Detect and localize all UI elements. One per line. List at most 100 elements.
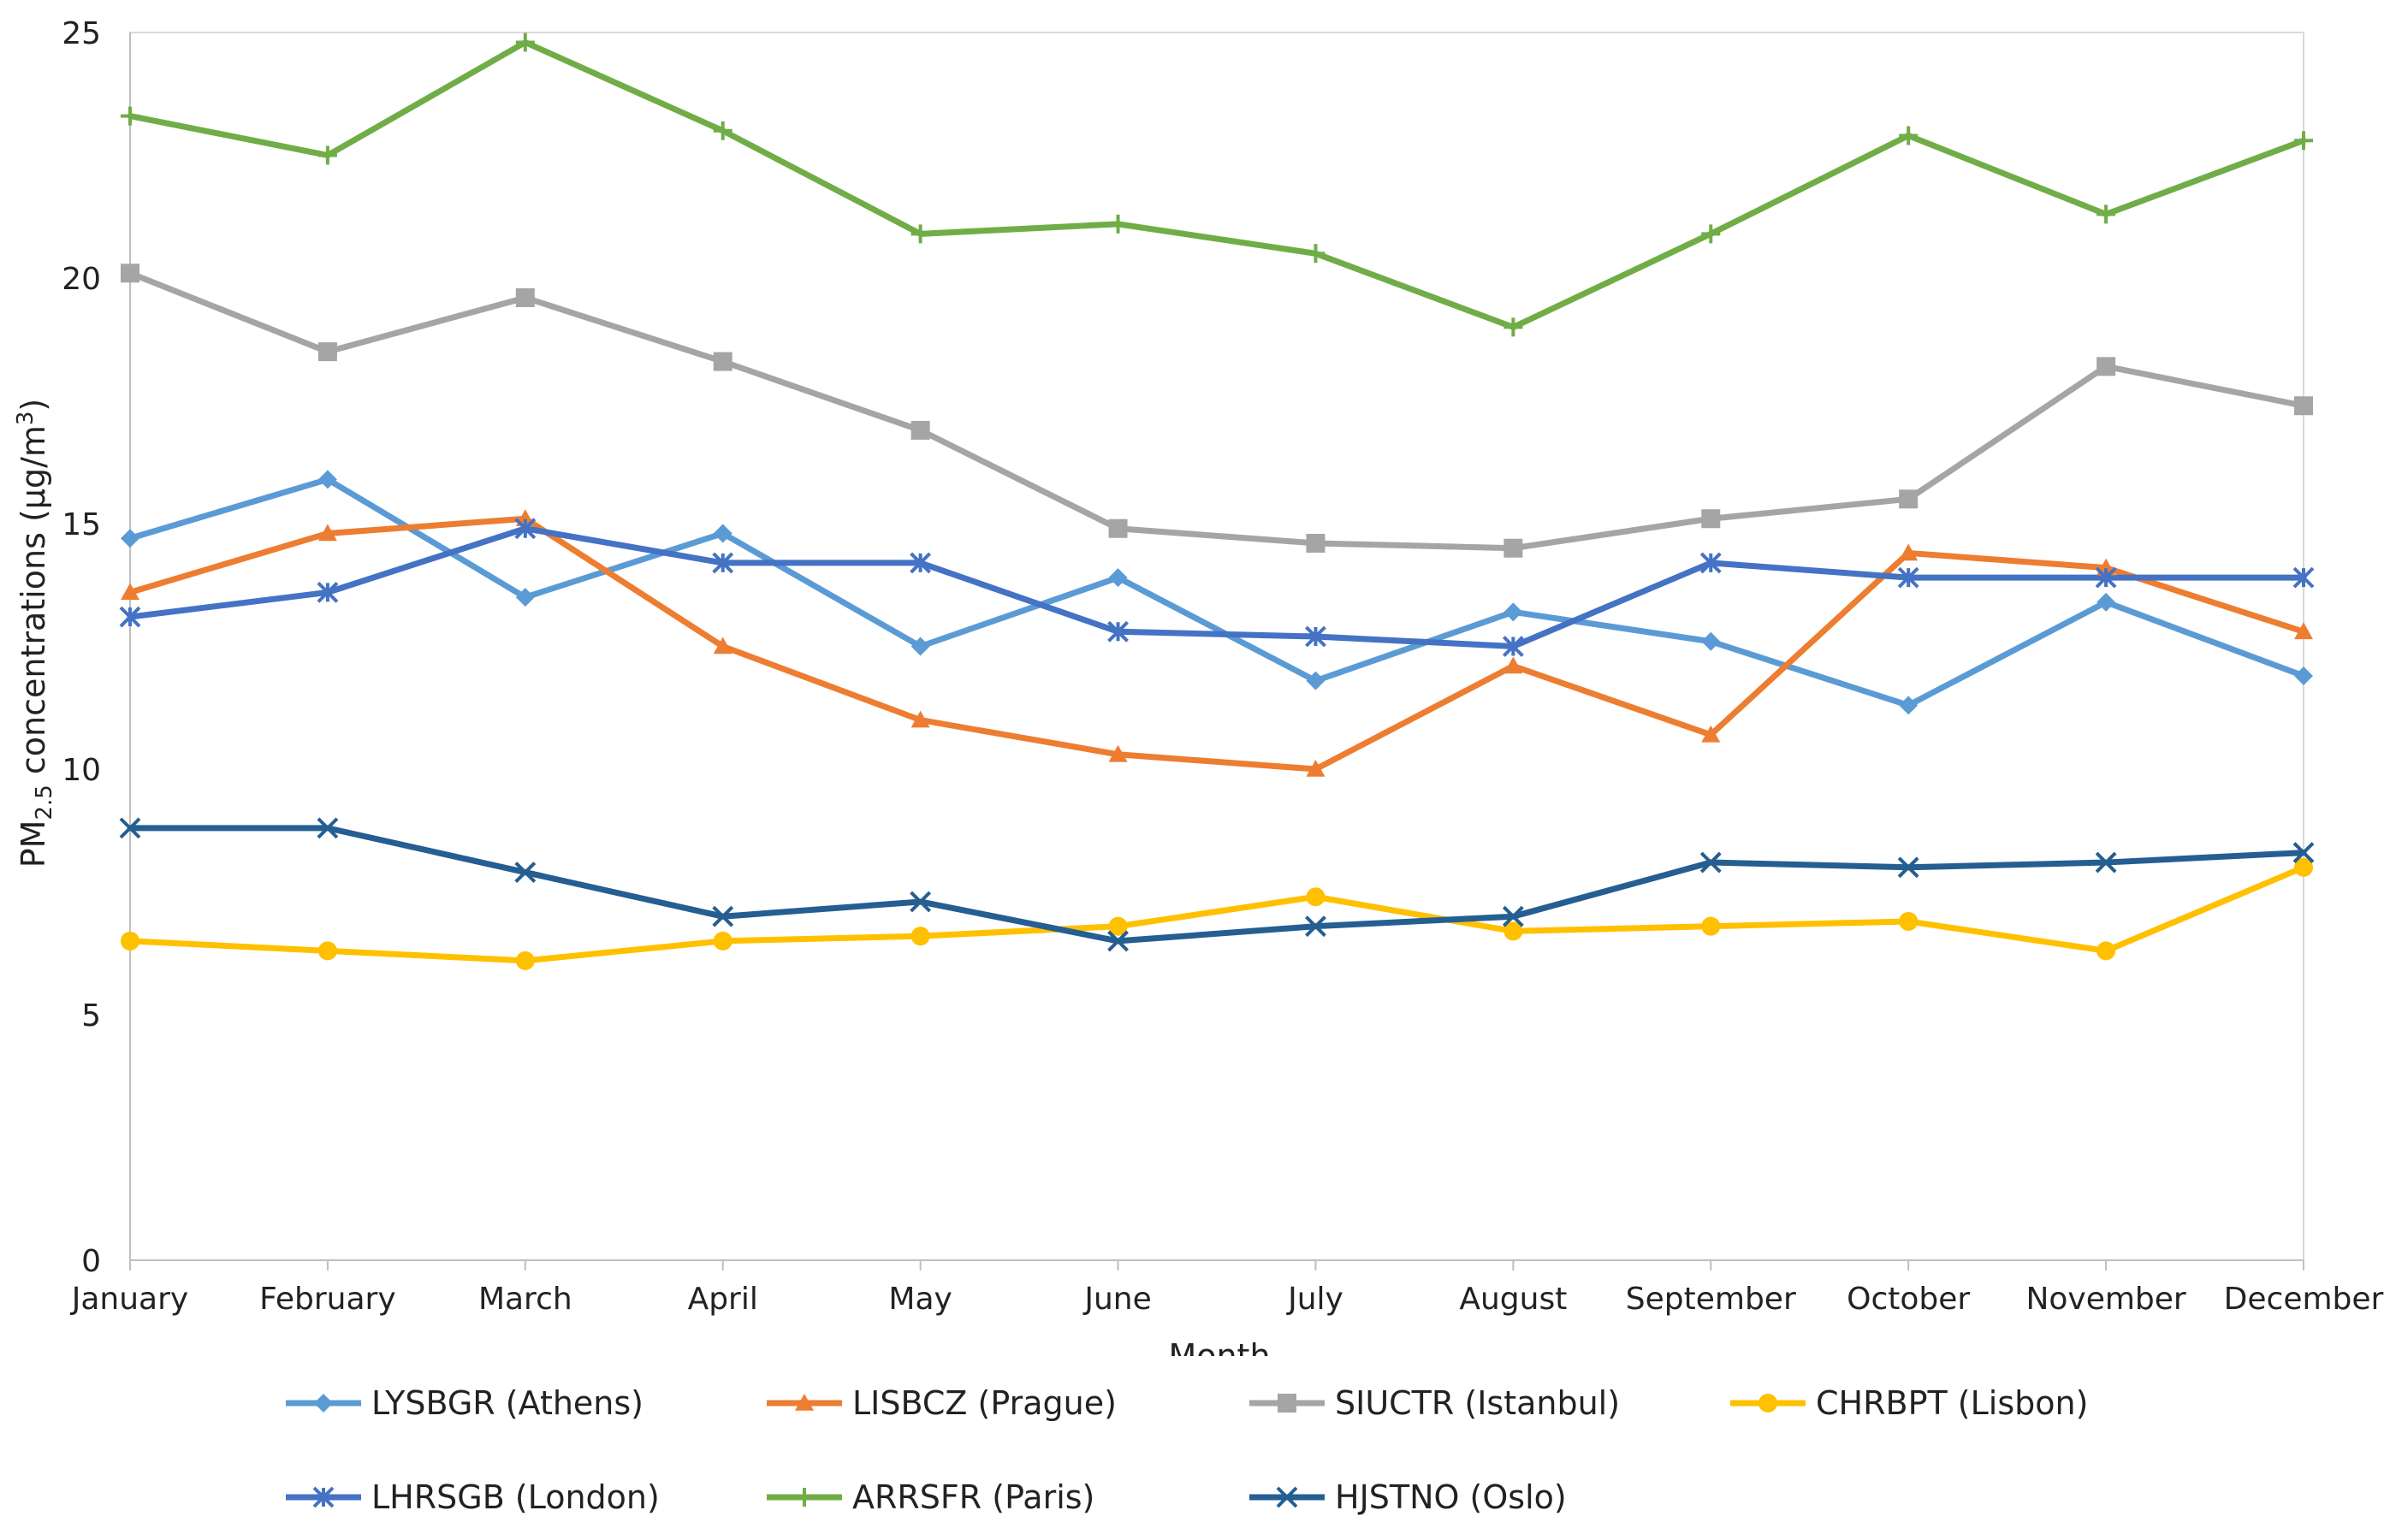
series-line-lhrsgb: [127, 525, 2307, 649]
data-point-hjstno: [1897, 856, 1919, 879]
legend-item-siuctr: SIUCTR (Istanbul): [1246, 1373, 1620, 1433]
x-tick-label: June: [1082, 1282, 1151, 1317]
legend-swatch-marker: [1276, 1486, 1298, 1508]
data-point-lisbcz: [713, 637, 732, 654]
series-line-chrbpt: [127, 864, 2307, 964]
data-point-lhrsgb: [2292, 566, 2315, 589]
x-tick-label: August: [1459, 1282, 1567, 1317]
y-axis-title-close: ): [15, 399, 52, 412]
data-point-lhrsgb: [1699, 552, 1722, 574]
data-point-lisbcz: [317, 524, 337, 542]
data-point-hjstno: [2292, 842, 2315, 863]
data-point-lisbcz: [1108, 744, 1128, 762]
y-tick-label: 5: [81, 998, 101, 1034]
x-tick-label: November: [2025, 1282, 2185, 1317]
legend-swatch-lhrsgb: [286, 1486, 361, 1508]
data-point-siuctr: [1503, 538, 1523, 558]
data-point-lisbcz: [121, 583, 139, 601]
legend-swatch-lysbgr: [286, 1394, 361, 1413]
data-point-lysbgr: [1108, 568, 1128, 588]
data-point-arrsfr: [910, 224, 930, 244]
series-markers: [119, 33, 2315, 970]
data-point-hjstno: [910, 891, 932, 913]
legend-swatch-marker: [312, 1486, 335, 1508]
data-point-arrsfr: [121, 106, 139, 126]
series-line-lisbcz: [127, 515, 2307, 773]
data-point-lhrsgb: [2095, 566, 2117, 589]
legend-swatch-marker: [1758, 1394, 1777, 1413]
series-lines: [127, 38, 2307, 964]
data-point-arrsfr: [515, 33, 535, 52]
data-point-lysbgr: [1306, 671, 1326, 690]
data-point-chrbpt: [1899, 911, 1919, 931]
legend-label: SIUCTR (Istanbul): [1335, 1384, 1621, 1422]
data-point-hjstno: [1699, 851, 1722, 874]
legend-swatch-chrbpt: [1730, 1394, 1806, 1413]
data-point-lhrsgb: [514, 518, 537, 540]
data-point-lhrsgb: [910, 552, 932, 574]
data-point-lisbcz: [2294, 622, 2313, 640]
y-axis-title-sup: 3: [13, 412, 39, 426]
legend-swatch-siuctr: [1249, 1394, 1325, 1413]
x-tick-label: March: [478, 1282, 572, 1317]
y-tick-label: 15: [62, 507, 101, 542]
data-point-lysbgr: [121, 529, 139, 548]
data-point-lysbgr: [1503, 602, 1523, 622]
legend-swatch-marker: [314, 1394, 333, 1413]
y-axis-title-pm: PM: [15, 820, 52, 868]
data-point-hjstno: [514, 862, 537, 883]
data-point-chrbpt: [2096, 941, 2116, 961]
data-point-lisbcz: [1701, 725, 1721, 743]
data-point-siuctr: [2096, 357, 2116, 376]
data-point-hjstno: [712, 905, 734, 927]
data-point-arrsfr: [317, 145, 337, 165]
data-point-lysbgr: [1899, 696, 1919, 715]
data-point-arrsfr: [713, 121, 732, 140]
legend-item-arrsfr: ARRSFR (Paris): [763, 1467, 1094, 1527]
x-tick-label: February: [259, 1282, 396, 1317]
chart-axes: [129, 32, 2304, 1261]
legend-swatch-hjstno: [1249, 1486, 1325, 1508]
legend-label: LISBCZ (Prague): [852, 1384, 1117, 1422]
legend: LYSBGR (Athens) LISBCZ (Prague) SIUCTR (Is…: [0, 1356, 2396, 1540]
data-point-lysbgr: [317, 470, 337, 489]
series-line-hjstno: [127, 825, 2307, 945]
data-point-siuctr: [1701, 509, 1721, 529]
y-axis-title-sub: 2.5: [32, 785, 57, 820]
legend-swatch-arrsfr: [767, 1488, 842, 1507]
x-tick-label: April: [688, 1282, 758, 1317]
data-point-siuctr: [317, 342, 337, 362]
legend-label: LYSBGR (Athens): [371, 1384, 644, 1422]
x-tick-label: January: [70, 1282, 188, 1317]
data-point-chrbpt: [121, 931, 139, 951]
y-tick-label: 20: [62, 262, 101, 297]
data-point-lhrsgb: [317, 581, 339, 603]
data-point-chrbpt: [1503, 921, 1523, 941]
data-point-arrsfr: [2294, 131, 2313, 151]
y-axis-title: PM2.5 concentrations (µg/m3): [13, 399, 57, 868]
x-tick-label: May: [888, 1282, 952, 1317]
legend-item-lysbgr: LYSBGR (Athens): [282, 1373, 643, 1433]
data-point-hjstno: [317, 817, 339, 839]
legend-swatch-marker: [795, 1488, 814, 1507]
data-point-lisbcz: [1503, 656, 1523, 674]
legend-item-lisbcz: LISBCZ (Prague): [763, 1373, 1117, 1433]
data-point-hjstno: [1305, 915, 1326, 938]
data-point-hjstno: [1502, 905, 1524, 927]
x-axis-ticks: January February March April May June July Augu…: [70, 1260, 2384, 1317]
data-point-hjstno: [2095, 851, 2117, 874]
data-point-siuctr: [910, 420, 930, 440]
legend-label: CHRBPT (Lisbon): [1816, 1384, 2089, 1422]
data-point-siuctr: [515, 287, 535, 307]
data-point-arrsfr: [1899, 126, 1919, 145]
series-line-arrsfr: [127, 38, 2307, 330]
data-point-siuctr: [713, 352, 732, 371]
data-point-lysbgr: [1701, 631, 1721, 651]
y-tick-label: 25: [62, 16, 101, 51]
y-tick-label: 0: [81, 1244, 101, 1279]
x-tick-label: September: [1626, 1282, 1796, 1317]
data-point-lhrsgb: [1897, 566, 1919, 589]
data-point-hjstno: [1107, 930, 1129, 952]
data-point-hjstno: [119, 817, 141, 839]
x-tick-label: October: [1847, 1282, 1970, 1317]
